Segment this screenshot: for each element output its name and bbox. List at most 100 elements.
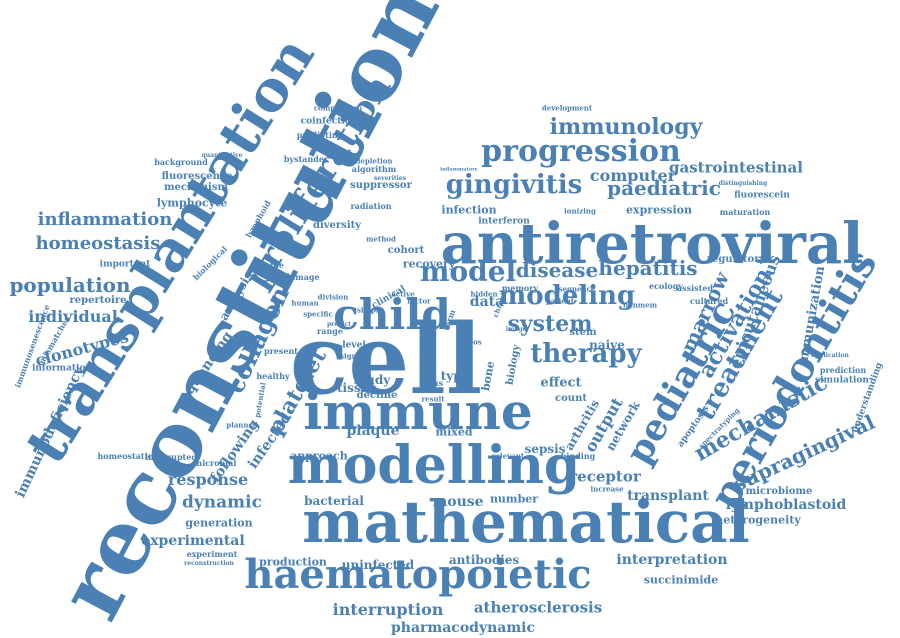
word-application: application bbox=[811, 352, 849, 359]
word-damage: damage bbox=[284, 272, 320, 282]
word-atherosclerosis: atherosclerosis bbox=[473, 598, 603, 617]
word-inflammation: inflammation bbox=[37, 209, 173, 230]
word-experiment: experiment bbox=[186, 549, 238, 559]
word-information: information bbox=[31, 363, 93, 374]
word-response: response bbox=[167, 470, 249, 489]
word-memory: memory bbox=[501, 283, 539, 293]
word-increase: increase bbox=[590, 484, 624, 494]
word-depletion: depletion bbox=[355, 156, 393, 166]
word-virus: virus bbox=[420, 378, 444, 388]
word-lymphoblastoid: lymphoblastoid bbox=[725, 497, 847, 513]
word-ionizing: ionizing bbox=[564, 206, 596, 216]
word-composition: composition bbox=[313, 103, 363, 113]
word-diversity: diversity bbox=[312, 220, 362, 231]
word-individual: individual bbox=[28, 307, 118, 326]
word-receptor: receptor bbox=[569, 467, 641, 486]
word-paediatric: paediatric bbox=[607, 176, 721, 200]
word-inflammatory: inflammatory bbox=[440, 166, 478, 173]
word-bacterial: bacterial bbox=[304, 494, 364, 508]
word-development: development bbox=[541, 103, 593, 113]
word-radiation: radiation bbox=[350, 201, 392, 211]
word-therapy: therapy bbox=[530, 339, 642, 369]
word-mathematical: mathematical bbox=[302, 488, 750, 556]
word-disease: disease bbox=[515, 258, 599, 282]
word-ecology: ecology bbox=[649, 281, 683, 291]
word-dynamic: dynamic bbox=[182, 492, 262, 513]
word-specific: specific bbox=[303, 309, 333, 319]
word-result: result bbox=[421, 394, 445, 404]
word-immune: immune bbox=[303, 382, 533, 441]
word-immunology: immunology bbox=[549, 114, 703, 140]
word-predicting: predicting bbox=[296, 130, 344, 140]
word-modeling: modeling bbox=[498, 281, 636, 311]
word-planned: planned bbox=[226, 420, 258, 430]
word-suppressor: suppressor bbox=[350, 180, 412, 191]
word-quantitative: quantitative bbox=[201, 152, 243, 159]
word-gastrointestinal: gastrointestinal bbox=[669, 158, 803, 177]
word-heterogeneity: heterogeneity bbox=[715, 513, 801, 527]
word-reconstruction: reconstruction bbox=[184, 560, 234, 567]
word-maturation: maturation bbox=[719, 207, 771, 217]
word-transplant: transplant bbox=[627, 488, 709, 504]
word-study: study bbox=[353, 373, 391, 387]
word-method: method bbox=[366, 234, 396, 244]
word-relevant: relevant bbox=[491, 451, 525, 461]
word-model: model bbox=[419, 255, 517, 288]
word-factor: factor bbox=[407, 296, 431, 306]
word-important: important bbox=[99, 259, 151, 270]
word-sample: sample bbox=[252, 260, 284, 270]
word-fluorescence: fluorescence bbox=[161, 171, 233, 182]
word-present: present bbox=[263, 346, 299, 356]
word-microbial: microbial bbox=[193, 458, 237, 468]
word-tissue: tissue bbox=[337, 381, 377, 395]
word-fluorescein: fluorescein bbox=[734, 190, 790, 201]
word-child: child bbox=[333, 290, 451, 339]
word-assisted: assisted bbox=[676, 283, 714, 293]
word-succinimide: succinimide bbox=[643, 573, 719, 587]
word-plaque: plaque bbox=[346, 423, 400, 439]
word-count: count bbox=[555, 393, 587, 404]
word-healthy: healthy bbox=[256, 371, 290, 381]
word-uninfected: uninfected bbox=[341, 558, 415, 572]
word-signal: signal bbox=[340, 351, 364, 361]
word-lymphocyte: lymphocyte bbox=[156, 196, 228, 210]
word-experimental: experimental bbox=[141, 533, 245, 549]
word-stem: stem bbox=[569, 327, 597, 338]
word-interpretation: interpretation bbox=[616, 552, 728, 568]
word-interrupted: interrupted bbox=[145, 452, 197, 462]
word-binding: binding bbox=[560, 451, 596, 461]
word-simulation: simulation bbox=[815, 375, 869, 386]
word-progression: progression bbox=[481, 134, 681, 169]
word-bystander: bystander bbox=[283, 154, 329, 164]
word-coinfection: coinfection bbox=[300, 116, 358, 127]
word-cohort: cohort bbox=[387, 245, 425, 256]
word-mixed: mixed bbox=[435, 425, 473, 439]
word-pharmacodynamic: pharmacodynamic bbox=[391, 620, 535, 636]
word-cell: cell bbox=[289, 303, 483, 416]
word-antibodies: antibodies bbox=[448, 553, 520, 567]
word-antiretroviral: antiretroviral bbox=[440, 211, 864, 277]
word-hidden: hidden bbox=[470, 289, 498, 299]
word-haematopoietic: haematopoietic bbox=[244, 551, 592, 598]
word-prediction: prediction bbox=[819, 365, 867, 375]
word-range: range bbox=[317, 326, 343, 336]
word-predict: predict bbox=[326, 321, 352, 328]
word-decline: decline bbox=[356, 390, 398, 401]
word-cultured: cultured bbox=[689, 296, 729, 306]
word-number: number bbox=[489, 492, 539, 506]
word-interferon: interferon bbox=[478, 216, 530, 227]
word-patient: patient bbox=[545, 296, 575, 306]
word-distinguishing: distinguishing bbox=[718, 180, 768, 187]
word-type: type bbox=[440, 369, 470, 383]
word-generation: generation bbox=[185, 516, 253, 530]
word-background: background bbox=[154, 157, 208, 167]
word-homeostasis: homeostasis bbox=[35, 233, 161, 254]
word-modelling: modelling bbox=[287, 435, 581, 496]
word-repertoire: repertoire bbox=[69, 295, 127, 306]
word-severities: severities bbox=[373, 175, 407, 182]
word-interruption: interruption bbox=[332, 600, 444, 619]
word-kreos: kreos bbox=[460, 337, 482, 347]
word-population: population bbox=[9, 273, 131, 297]
word-data: data bbox=[469, 294, 505, 310]
